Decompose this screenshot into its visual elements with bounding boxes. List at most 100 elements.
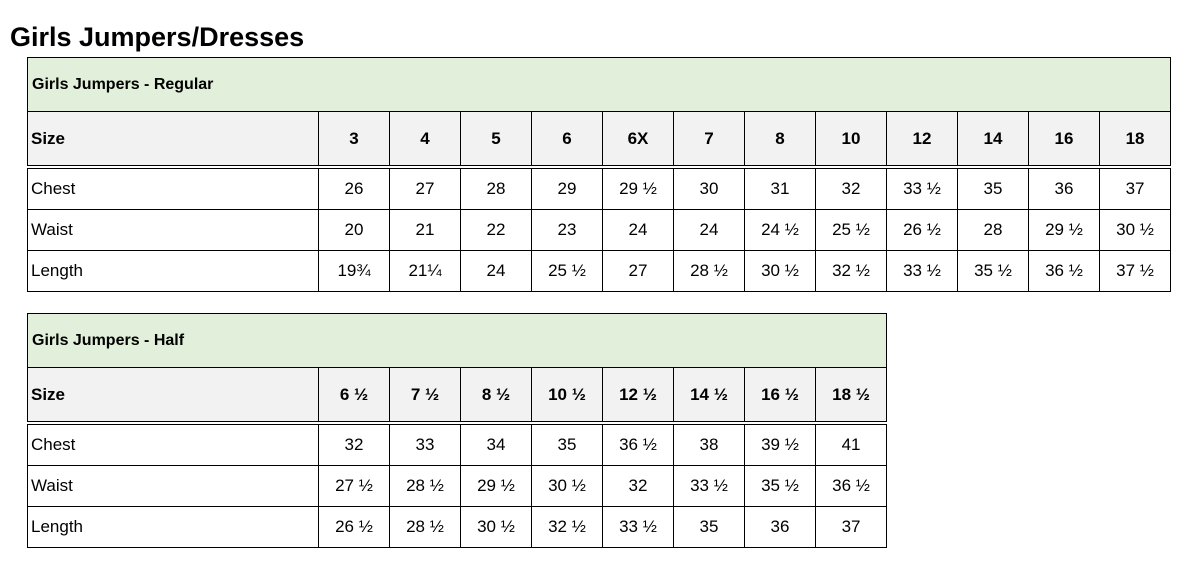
measurement-cell: 37 [1098, 166, 1172, 210]
measurement-cell: 29 ½ [602, 166, 674, 210]
size-header-row: Size 3 4 5 6 6X 7 8 10 12 14 16 18 [27, 111, 1172, 169]
measurement-cell: 33 ½ [673, 465, 745, 507]
size-header-cell: 3 [318, 111, 390, 169]
measurement-cell: 36 ½ [602, 422, 674, 466]
size-header-cell: 6 ½ [318, 367, 390, 425]
row-label: Waist [27, 209, 319, 251]
table-row: Waist 27 ½ 28 ½ 29 ½ 30 ½ 32 33 ½ 35 ½ 36 ½ [27, 465, 888, 507]
measurement-cell: 22 [460, 209, 532, 251]
size-header-cell: 14 [957, 111, 1029, 169]
measurement-cell: 27 [602, 250, 674, 292]
measurement-cell: 25 ½ [531, 250, 603, 292]
size-header-label: Size [27, 111, 319, 169]
page-title: Girls Jumpers/Dresses [10, 22, 305, 52]
table-row: Chest 26 27 28 29 29 ½ 30 31 32 33 ½ 35 36 37 [27, 166, 1172, 210]
table-row: Waist 20 21 22 23 24 24 24 ½ 25 ½ 26 ½ 28 29 ½ 30 ½ [27, 209, 1172, 251]
measurement-cell: 23 [531, 209, 603, 251]
measurement-cell: 26 ½ [886, 209, 958, 251]
size-header-cell: 12 ½ [602, 367, 674, 425]
size-header-cell: 10 ½ [531, 367, 603, 425]
measurement-cell: 37 ½ [1098, 250, 1172, 292]
measurement-cell: 33 [389, 422, 461, 466]
measurement-cell: 32 ½ [531, 506, 603, 548]
measurement-cell: 37 [814, 506, 888, 548]
measurement-cell: 21¼ [389, 250, 461, 292]
measurement-cell: 26 ½ [318, 506, 390, 548]
measurement-cell: 26 [318, 166, 390, 210]
size-header-cell: 16 ½ [744, 367, 816, 425]
measurement-cell: 35 [531, 422, 603, 466]
measurement-cell: 32 [602, 465, 674, 507]
measurement-cell: 29 ½ [460, 465, 532, 507]
measurement-cell: 35 ½ [744, 465, 816, 507]
size-header-label: Size [27, 367, 319, 425]
size-header-cell: 8 ½ [460, 367, 532, 425]
measurement-cell: 30 ½ [531, 465, 603, 507]
measurement-cell: 25 ½ [815, 209, 887, 251]
measurement-cell: 35 [673, 506, 745, 548]
measurement-cell: 32 [318, 422, 390, 466]
size-header-cell: 7 [673, 111, 745, 169]
table-caption: Girls Jumpers - Regular [26, 57, 1172, 112]
measurement-cell: 19¾ [318, 250, 390, 292]
row-label: Chest [27, 166, 319, 210]
size-header-cell: 10 [815, 111, 887, 169]
size-header-cell: 14 ½ [673, 367, 745, 425]
measurement-cell: 30 [673, 166, 745, 210]
size-header-cell: 16 [1028, 111, 1100, 169]
table-caption: Girls Jumpers - Half [26, 313, 888, 368]
measurement-cell: 36 ½ [1028, 250, 1100, 292]
size-header-cell: 5 [460, 111, 532, 169]
table-row: Length 19¾ 21¼ 24 25 ½ 27 28 ½ 30 ½ 32 ½ 33 ½ 35 ½… [27, 250, 1172, 292]
size-header-cell: 7 ½ [389, 367, 461, 425]
row-label: Chest [27, 422, 319, 466]
measurement-cell: 24 [460, 250, 532, 292]
table-row: Length 26 ½ 28 ½ 30 ½ 32 ½ 33 ½ 35 36 37 [27, 506, 888, 548]
row-label: Length [27, 250, 319, 292]
measurement-cell: 28 ½ [673, 250, 745, 292]
measurement-cell: 36 [1028, 166, 1100, 210]
measurement-cell: 39 ½ [744, 422, 816, 466]
measurement-cell: 36 ½ [814, 465, 888, 507]
measurement-cell: 33 ½ [886, 166, 958, 210]
measurement-cell: 29 [531, 166, 603, 210]
row-label: Length [27, 506, 319, 548]
measurement-cell: 24 [673, 209, 745, 251]
measurement-cell: 35 ½ [957, 250, 1029, 292]
table-row: Chest 32 33 34 35 36 ½ 38 39 ½ 41 [27, 422, 888, 466]
measurement-cell: 30 ½ [1098, 209, 1172, 251]
measurement-cell: 21 [389, 209, 461, 251]
measurement-cell: 30 ½ [460, 506, 532, 548]
measurement-cell: 35 [957, 166, 1029, 210]
measurement-cell: 33 ½ [602, 506, 674, 548]
measurement-cell: 29 ½ [1028, 209, 1100, 251]
size-table-regular: Girls Jumpers - Regular Size 3 4 5 6 6X 7 8 10 12 1… [26, 57, 1172, 292]
measurement-cell: 28 [957, 209, 1029, 251]
measurement-cell: 27 [389, 166, 461, 210]
measurement-cell: 32 ½ [815, 250, 887, 292]
measurement-cell: 24 ½ [744, 209, 816, 251]
measurement-cell: 31 [744, 166, 816, 210]
size-header-cell: 12 [886, 111, 958, 169]
measurement-cell: 32 [815, 166, 887, 210]
measurement-cell: 36 [744, 506, 816, 548]
measurement-cell: 38 [673, 422, 745, 466]
size-header-cell: 6X [602, 111, 674, 169]
measurement-cell: 28 ½ [389, 506, 461, 548]
measurement-cell: 33 ½ [886, 250, 958, 292]
measurement-cell: 20 [318, 209, 390, 251]
size-header-cell: 18 ½ [814, 367, 888, 425]
row-label: Waist [27, 465, 319, 507]
measurement-cell: 24 [602, 209, 674, 251]
size-header-cell: 18 [1098, 111, 1172, 169]
measurement-cell: 28 ½ [389, 465, 461, 507]
size-header-cell: 8 [744, 111, 816, 169]
size-header-cell: 4 [389, 111, 461, 169]
measurement-cell: 41 [814, 422, 888, 466]
size-header-cell: 6 [531, 111, 603, 169]
measurement-cell: 34 [460, 422, 532, 466]
measurement-cell: 27 ½ [318, 465, 390, 507]
measurement-cell: 28 [460, 166, 532, 210]
